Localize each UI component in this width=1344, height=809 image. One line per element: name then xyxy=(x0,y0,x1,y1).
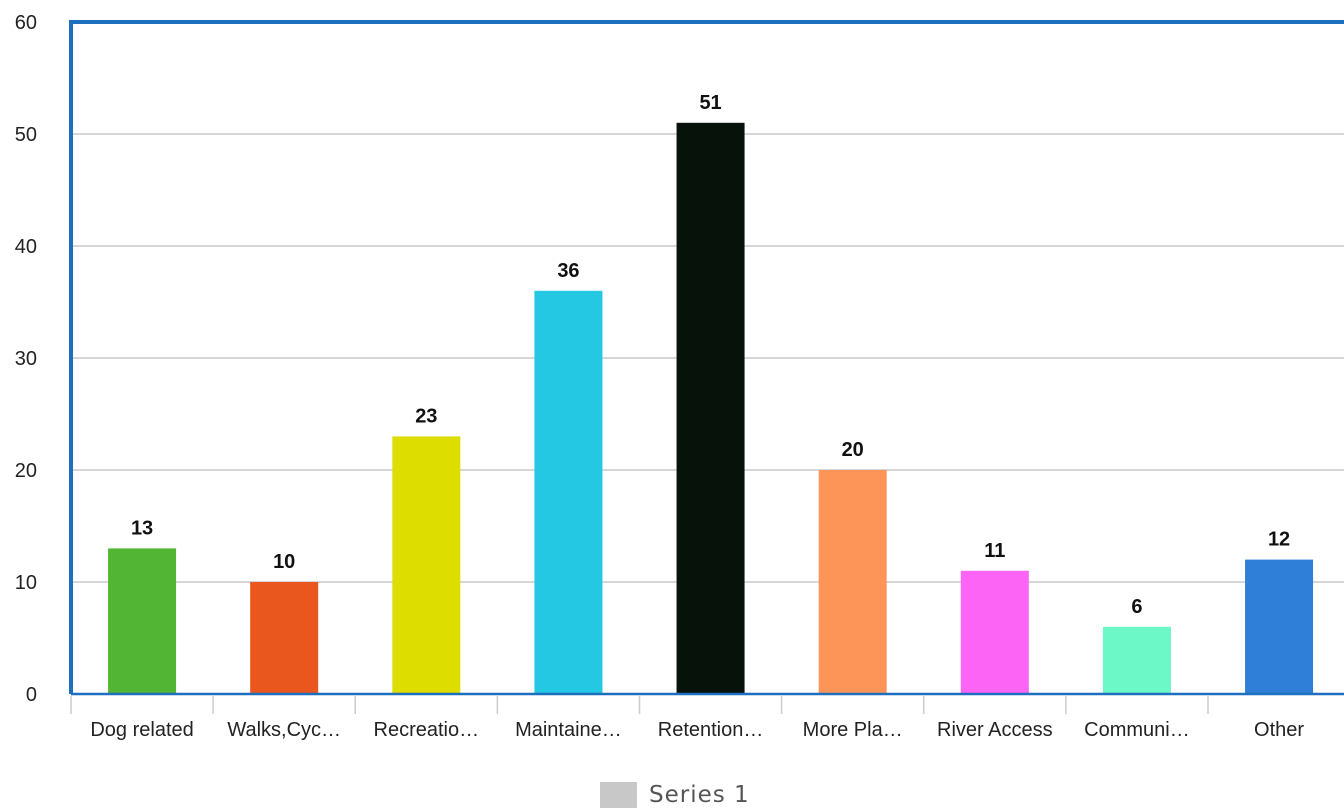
data-label: 12 xyxy=(1268,529,1290,551)
x-tick-label: Walks,Cyc… xyxy=(227,719,341,741)
bars xyxy=(108,122,1314,695)
data-label: 51 xyxy=(699,92,721,114)
bar xyxy=(676,122,745,695)
x-tick-label: Dog related xyxy=(90,719,193,741)
legend: Series 1 xyxy=(600,782,750,808)
x-tick-label: More Pla… xyxy=(803,719,903,741)
y-axis-ticks: 0 10 20 30 40 50 60 xyxy=(15,12,37,706)
x-tick-label: Communi… xyxy=(1084,719,1190,741)
y-tick-label: 20 xyxy=(15,460,37,482)
data-label: 23 xyxy=(415,405,437,427)
y-tick-label: 10 xyxy=(15,572,37,594)
bar xyxy=(1102,626,1171,694)
x-tick-label: Retention… xyxy=(658,719,764,741)
bar-chart: 0 10 20 30 40 50 60 13 10 23 36 51 20 11 6 12 Dog rela… xyxy=(15,12,1344,741)
y-tick-label: 0 xyxy=(26,684,37,706)
x-tick-label: Other xyxy=(1254,719,1304,741)
bar xyxy=(960,570,1029,694)
bar xyxy=(392,436,461,694)
bar xyxy=(1245,559,1314,694)
data-label: 10 xyxy=(273,551,295,573)
legend-label: Series 1 xyxy=(649,782,750,808)
data-label: 36 xyxy=(557,260,579,282)
data-labels: 13 10 23 36 51 20 11 6 12 xyxy=(131,92,1290,618)
x-axis: Dog related Walks,Cyc… Recreatio… Maintaine… xyxy=(69,20,1344,741)
y-tick-label: 50 xyxy=(15,124,37,146)
bar xyxy=(108,548,177,694)
y-tick-label: 60 xyxy=(15,12,37,34)
data-label: 11 xyxy=(984,540,1005,562)
data-label: 20 xyxy=(842,439,864,461)
bar xyxy=(250,582,319,694)
legend-swatch xyxy=(600,782,637,808)
data-label: 6 xyxy=(1131,596,1142,618)
x-tick-label: River Access xyxy=(937,719,1053,741)
x-tick-label: Recreatio… xyxy=(374,719,480,741)
y-tick-label: 40 xyxy=(15,236,37,258)
data-label: 13 xyxy=(131,517,153,539)
x-tick-label: Maintaine… xyxy=(515,719,622,741)
bar xyxy=(534,290,603,694)
bar xyxy=(818,470,887,694)
y-tick-label: 30 xyxy=(15,348,37,370)
